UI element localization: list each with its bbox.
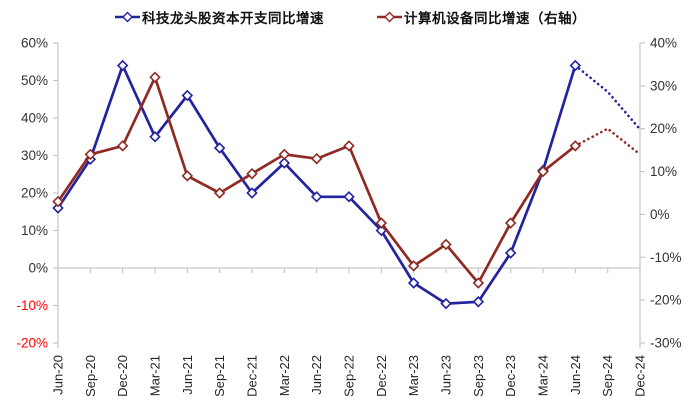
left-axis-tick-label: 40% [21,111,48,126]
x-axis-label: Sep-21 [212,355,227,397]
data-point-marker-1 [149,71,161,84]
left-axis-tick-label: 10% [21,223,48,238]
x-axis-label: Sep-23 [471,355,486,397]
left-axis-tick-label: -20% [16,336,48,351]
legend-marker-blue-diamond-icon [115,11,140,23]
data-point-marker-0 [116,59,129,72]
legend-label-tech-capex: 科技龙头股资本开支同比增速 [142,11,324,26]
data-point-marker-0 [504,247,517,259]
x-axis-label: Dec-24 [633,355,648,397]
data-point-marker-1 [278,148,291,161]
x-axis-label: Dec-21 [245,355,260,397]
right-axis-tick-label: 30% [650,78,677,93]
data-point-marker-1 [504,217,517,229]
data-point-marker-1 [472,277,485,289]
data-point-marker-0 [310,191,323,203]
right-axis-tick-label: -30% [650,336,682,351]
data-point-marker-0 [343,191,355,203]
right-axis-tick-label: 0% [650,207,670,222]
data-point-marker-0 [213,142,226,154]
x-axis-label: Mar-24 [536,355,551,396]
data-point-marker-1 [537,165,549,178]
x-axis-label: Sep-20 [83,355,98,397]
data-point-marker-0 [181,89,194,102]
x-axis-label: Jun-20 [51,355,66,395]
x-axis-label: Sep-24 [600,355,615,397]
right-axis-tick-label: 40% [650,36,677,51]
data-point-marker-1 [375,217,388,229]
left-axis-tick-label: 60% [21,36,48,51]
x-axis-label: Dec-22 [374,355,389,397]
x-axis-label: Dec-20 [115,355,130,397]
data-point-marker-0 [246,187,258,199]
series-forecast-line-1 [573,127,642,156]
right-axis-tick-label: -10% [650,250,682,265]
legend-item-tech-capex: 科技龙头股资本开支同比增速 [114,7,324,27]
x-axis-label: Jun-22 [309,355,324,395]
left-axis-tick-label: 50% [21,73,48,88]
x-axis-label: Dec-23 [503,355,518,397]
x-axis-label: Mar-22 [277,355,292,396]
x-axis-label: Jun-23 [439,355,454,395]
right-axis-tick-label: 20% [650,121,677,136]
data-point-marker-1 [246,167,258,180]
data-point-marker-1 [116,140,129,152]
data-point-marker-1 [52,195,64,208]
data-point-marker-1 [213,187,226,199]
x-axis-label: Mar-23 [406,355,421,396]
left-axis-tick-label: 30% [21,148,48,163]
right-axis-tick-label: -20% [650,293,682,308]
legend-label-computer-equipment: 计算机设备同比增速（右轴） [404,11,586,26]
data-point-marker-0 [278,157,291,169]
data-point-marker-1 [310,152,323,165]
data-point-marker-1 [407,260,420,272]
right-axis-tick-label: 10% [650,164,677,179]
series-line-1 [56,75,577,285]
x-axis-label: Jun-24 [568,355,583,395]
data-point-marker-0 [472,296,485,308]
x-axis-label: Jun-21 [180,355,195,395]
left-axis-tick-label: 0% [28,261,48,276]
data-point-marker-1 [181,170,194,182]
data-point-marker-0 [569,59,582,72]
data-point-marker-1 [440,238,452,251]
data-point-marker-0 [440,297,452,310]
x-axis-label: Sep-22 [342,355,357,397]
data-point-marker-0 [407,277,420,289]
left-axis-tick-label: 20% [21,186,48,201]
series-forecast-line-0 [573,64,642,131]
data-point-marker-1 [343,140,355,152]
data-point-marker-1 [84,148,97,161]
x-axis-label: Mar-21 [148,355,163,396]
legend-item-computer-equipment: 计算机设备同比增速（右轴） [376,7,586,27]
left-axis-tick-label: -10% [16,298,48,313]
legend: 科技龙头股资本开支同比增速 计算机设备同比增速（右轴） [0,7,700,27]
data-point-marker-0 [52,202,64,214]
legend-marker-red-diamond-icon [377,11,402,23]
data-point-marker-1 [569,140,582,152]
data-point-marker-0 [149,131,161,143]
